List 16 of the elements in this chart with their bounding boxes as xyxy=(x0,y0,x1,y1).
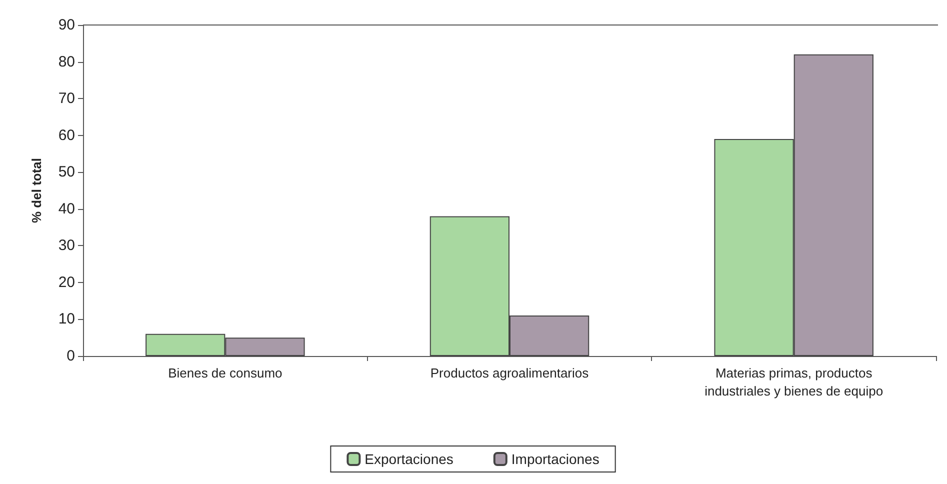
y-tick-label: 0 xyxy=(66,348,75,364)
y-tick-label: 90 xyxy=(58,16,75,34)
x-tick-label: Productos agroalimentarios xyxy=(430,366,590,380)
x-tick-label: Bienes de consumo xyxy=(168,366,282,380)
legend-label: Exportaciones xyxy=(364,451,454,467)
legend-label: Importaciones xyxy=(511,451,600,467)
y-tick-label: 30 xyxy=(58,237,75,254)
y-axis-title: % del total xyxy=(29,158,44,224)
y-tick-label: 20 xyxy=(58,274,75,291)
y-tick-label: 40 xyxy=(58,200,75,218)
y-tick-label: 80 xyxy=(58,53,75,70)
x-tick-label: Materias primas, productos industriales y bienes de equipo xyxy=(704,366,884,398)
y-tick-label: 60 xyxy=(58,126,75,144)
y-tick-label: 70 xyxy=(58,90,75,108)
y-tick-label: 10 xyxy=(58,310,75,328)
y-tick-label: 50 xyxy=(58,164,75,181)
